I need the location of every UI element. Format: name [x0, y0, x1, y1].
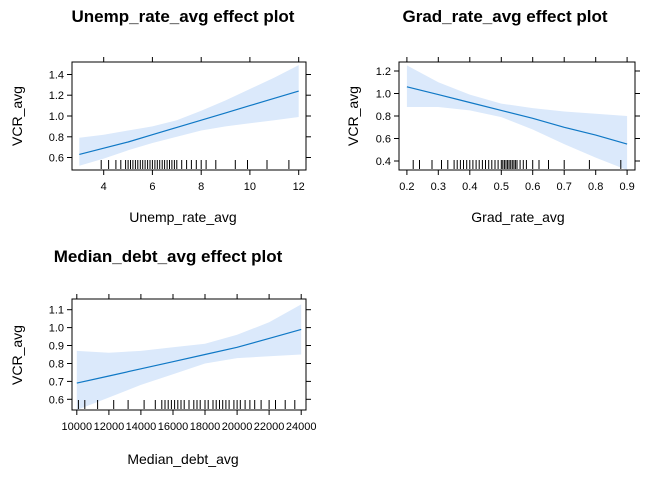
x-tick-label: 8	[198, 181, 204, 193]
y-tick-label: 1.0	[49, 111, 64, 123]
y-tick-label: 0.6	[49, 153, 64, 165]
y-tick-label: 0.6	[49, 394, 64, 406]
effect-line	[76, 328, 302, 384]
effect-line	[79, 90, 299, 155]
y-tick-label: 0.4	[376, 156, 391, 168]
median-debt-panel: Median_debt_avg effect plot 10000 12000 14…	[9, 247, 316, 467]
y-tick-label: 1.4	[49, 70, 64, 82]
x-tick-label: 22000	[254, 421, 285, 433]
y-tick-label: 1.1	[49, 305, 64, 317]
confidence-band	[76, 304, 302, 410]
x-tick-label: 10	[244, 181, 256, 193]
x-tick-label: 24000	[286, 421, 317, 433]
y-tick-label: 1.2	[376, 66, 391, 78]
y-axis-label: VCR_avg	[345, 86, 361, 146]
y-tick-label: 0.8	[376, 111, 391, 123]
y-tick-label: 0.9	[49, 341, 64, 353]
panel-title: Grad_rate_avg effect plot	[402, 7, 607, 26]
x-axis-label: Unemp_rate_avg	[129, 209, 236, 225]
x-tick-label: 0.7	[557, 181, 572, 193]
y-tick-label: 0.7	[49, 376, 64, 388]
plot-frame	[71, 298, 307, 411]
x-axis-label: Median_debt_avg	[127, 451, 238, 467]
grad-rate-panel: Grad_rate_avg effect plot 0.2 0.3 0.4 0.5 0.…	[345, 7, 640, 225]
y-tick-label: 1.0	[49, 323, 64, 335]
x-tick-label: 0.4	[462, 181, 477, 193]
confidence-band	[79, 65, 299, 166]
x-tick-label: 18000	[190, 421, 221, 433]
x-tick-label: 0.9	[619, 181, 634, 193]
panel-title: Median_debt_avg effect plot	[54, 247, 283, 266]
x-tick-label: 0.3	[431, 181, 446, 193]
x-tick-label: 12	[293, 181, 305, 193]
confidence-band	[406, 65, 628, 170]
x-tick-label: 4	[101, 181, 107, 193]
y-tick-label: 1.0	[376, 89, 391, 101]
y-tick-label: 0.6	[376, 134, 391, 146]
y-tick-label: 0.8	[49, 359, 64, 371]
x-tick-label: 6	[149, 181, 155, 193]
x-tick-label: 0.2	[399, 181, 414, 193]
x-tick-label: 16000	[158, 421, 189, 433]
panel-title: Unemp_rate_avg effect plot	[72, 7, 295, 26]
unemp-rate-panel: Unemp_rate_avg effect plot 4 6 8 10 12 0.6 0.8…	[9, 7, 311, 225]
x-axis-label: Grad_rate_avg	[471, 209, 564, 225]
x-tick-label: 0.6	[525, 181, 540, 193]
x-tick-label: 10000	[62, 421, 93, 433]
x-tick-label: 12000	[94, 421, 125, 433]
x-tick-label: 14000	[126, 421, 157, 433]
x-tick-label: 20000	[222, 421, 253, 433]
y-tick-label: 1.2	[49, 90, 64, 102]
effect-line	[406, 86, 628, 145]
x-tick-label: 0.5	[494, 181, 509, 193]
y-axis-label: VCR_avg	[9, 325, 25, 385]
x-tick-label: 0.8	[588, 181, 603, 193]
y-tick-label: 0.8	[49, 132, 64, 144]
y-axis-label: VCR_avg	[9, 86, 25, 146]
